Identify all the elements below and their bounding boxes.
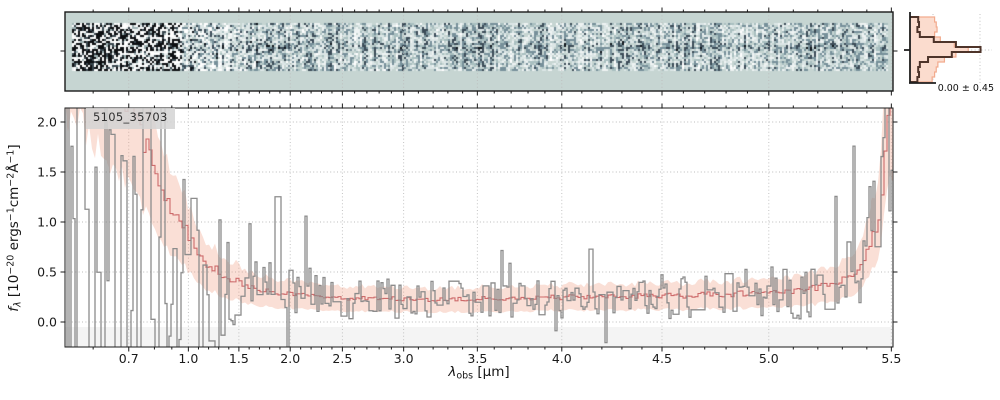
2d-spectrum-image	[65, 12, 893, 91]
x-tick-label: 2.0	[280, 351, 300, 366]
y-axis-label-wrap: fλ [10−20 ergs−1cm−2Å−1]	[0, 110, 32, 346]
2d-panel-spine	[64, 11, 894, 92]
y-tick-label: 1.0	[37, 215, 57, 230]
ticks	[60, 7, 910, 352]
main-panel-spine	[64, 107, 894, 348]
x-tick-label: 1.0	[178, 351, 198, 366]
tick-labels: 0.7 1.0 1.5 2.0 2.5 3.0 3.5 4.0 4.5 5.0 5.5 0.0 0.5 1…	[37, 115, 901, 367]
spectrum-data-layer	[65, 108, 893, 347]
x-tick-label: 0.7	[119, 351, 139, 366]
error-band	[65, 108, 893, 314]
y-tick-label: 1.5	[37, 165, 57, 180]
x-tick-label: 4.0	[552, 351, 572, 366]
y-tick-label: 2.0	[37, 115, 57, 130]
x-tick-label: 5.0	[759, 351, 779, 366]
x-tick-label: 4.5	[652, 351, 672, 366]
hist-dark-outline	[910, 16, 982, 83]
error-line	[124, 108, 891, 302]
source-id-label: 5105_35703	[86, 108, 175, 129]
y-tick-label: 0.0	[37, 315, 57, 330]
y-axis-label: fλ [10−20 ergs−1cm−2Å−1]	[5, 144, 24, 312]
y-tick-label: 0.5	[37, 265, 57, 280]
x-tick-label: 3.0	[394, 351, 414, 366]
histogram-annotation: 0.00 ± 0.45	[937, 83, 994, 94]
x-tick-label: 3.5	[467, 351, 487, 366]
source-id-text: 5105_35703	[93, 110, 168, 124]
under-zero-band	[65, 327, 893, 347]
flux-step-line	[66, 108, 893, 347]
x-axis-label: λobs [μm]	[448, 364, 510, 382]
x-tick-label: 1.5	[229, 351, 249, 366]
x-tick-label: 5.5	[881, 351, 901, 366]
x-tick-label: 2.5	[332, 351, 352, 366]
